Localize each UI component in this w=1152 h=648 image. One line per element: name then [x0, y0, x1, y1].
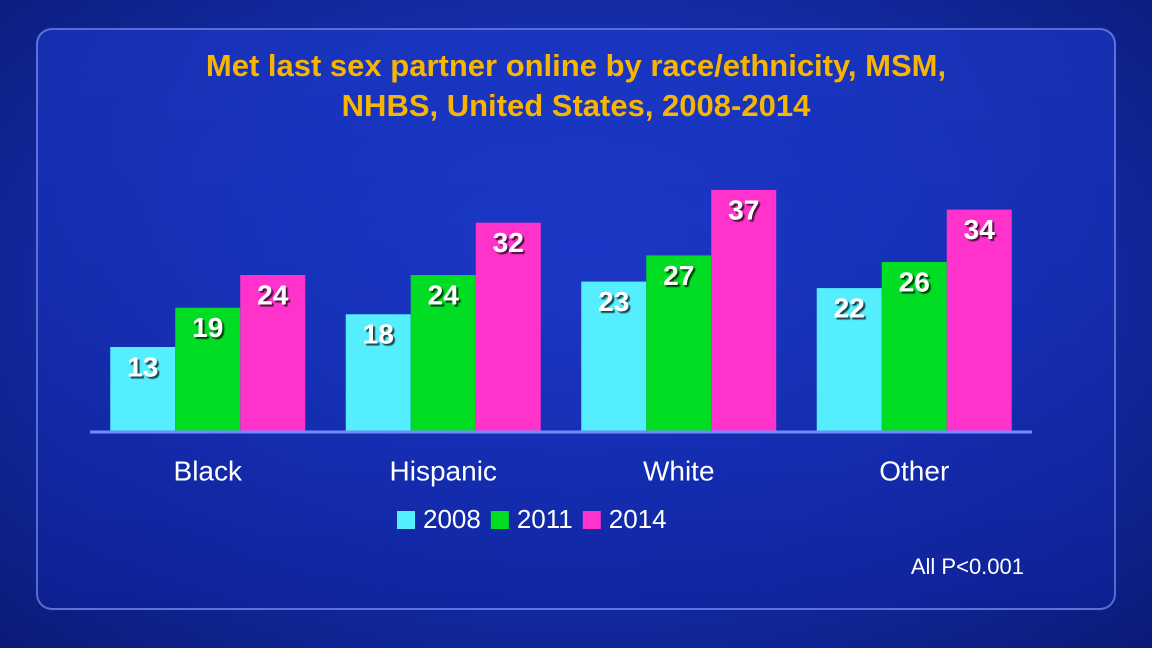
bar: [410, 275, 476, 432]
legend-label: 2008: [423, 504, 481, 534]
value-label: 34: [964, 214, 996, 245]
x-tick-label: Black: [174, 455, 243, 486]
bar: [881, 261, 947, 432]
legend-label: 2014: [609, 504, 667, 534]
bar: [581, 281, 647, 432]
bar: [345, 314, 411, 432]
value-label: 13: [127, 351, 158, 382]
bar: [110, 346, 176, 432]
value-label: 27: [663, 260, 694, 291]
value-label: 22: [834, 292, 865, 323]
value-label: 32: [493, 227, 524, 258]
legend-swatch: [490, 511, 509, 529]
value-label: 26: [899, 266, 930, 297]
bar: [175, 307, 241, 432]
value-label: 24: [428, 279, 460, 310]
bar: [711, 190, 777, 432]
bar: [240, 275, 306, 432]
annotation: All P<0.001: [911, 554, 1024, 579]
chart-title: Met last sex partner online by race/ethn…: [205, 48, 947, 123]
value-label: 24: [257, 279, 289, 310]
bar: [816, 288, 882, 432]
value-label: 19: [192, 312, 223, 343]
legend-swatch: [582, 511, 601, 529]
bar: [475, 222, 541, 432]
legend-label: 2011: [517, 504, 573, 534]
value-label: 37: [728, 194, 759, 225]
value-label: 23: [598, 286, 629, 317]
bar: [646, 255, 712, 432]
x-tick-label: Hispanic: [390, 455, 497, 486]
x-tick-label: White: [643, 455, 715, 486]
legend-swatch: [397, 511, 415, 529]
value-label: 18: [363, 319, 394, 350]
bar: [946, 209, 1012, 432]
x-tick-label: Other: [879, 455, 949, 486]
